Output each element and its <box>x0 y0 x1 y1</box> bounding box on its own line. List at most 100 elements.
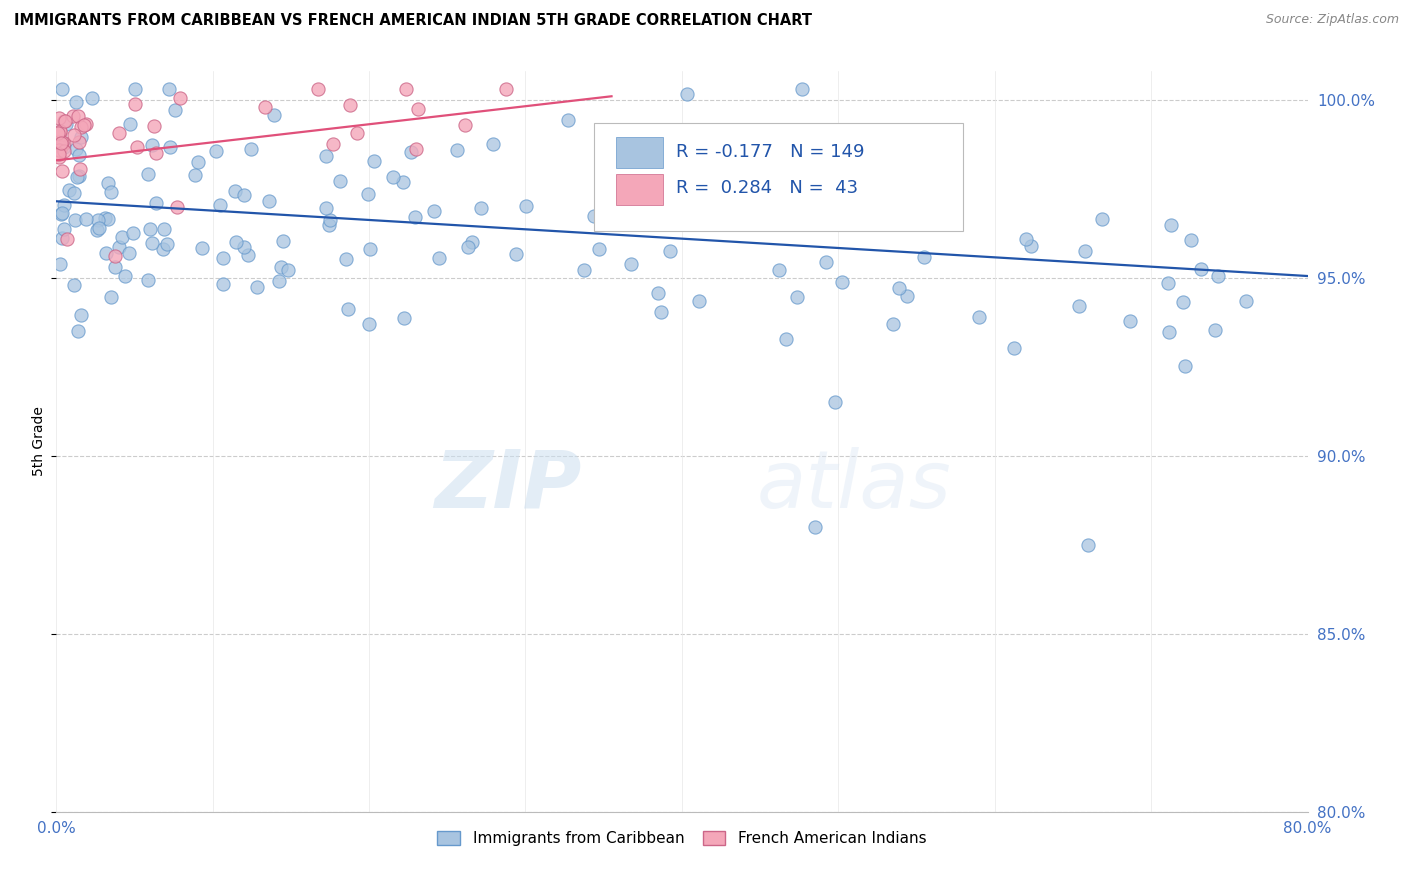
Point <box>357 318 380 332</box>
Point <box>118 246 141 260</box>
Point <box>427 251 450 265</box>
Point <box>225 235 247 249</box>
Point <box>446 144 468 158</box>
Point <box>97 176 120 190</box>
Point <box>270 260 292 274</box>
FancyBboxPatch shape <box>616 174 664 204</box>
Point <box>912 250 935 264</box>
Point <box>67 148 90 162</box>
Point <box>315 201 337 215</box>
Point <box>94 211 117 226</box>
Point <box>153 222 176 236</box>
Point <box>339 98 361 112</box>
Point <box>319 212 342 227</box>
Point <box>114 268 136 283</box>
Point <box>52 198 75 212</box>
Point <box>322 136 344 151</box>
Point <box>191 241 214 255</box>
Point <box>399 145 422 159</box>
Point <box>97 212 120 227</box>
Point <box>967 310 990 324</box>
Point <box>156 237 179 252</box>
Point <box>1002 342 1025 356</box>
Y-axis label: 5th Grade: 5th Grade <box>32 407 46 476</box>
Point <box>1074 244 1097 259</box>
Point <box>65 213 87 227</box>
Point <box>1077 538 1099 552</box>
Text: Source: ZipAtlas.com: Source: ZipAtlas.com <box>1265 13 1399 27</box>
Point <box>211 252 233 266</box>
Point <box>318 218 340 232</box>
Point <box>124 97 146 112</box>
Point <box>49 257 72 271</box>
Point <box>1206 269 1229 284</box>
Point <box>52 145 75 159</box>
Point <box>208 198 231 212</box>
Legend: Immigrants from Caribbean, French American Indians: Immigrants from Caribbean, French Americ… <box>432 825 932 852</box>
Point <box>1091 211 1114 226</box>
Point <box>58 183 80 197</box>
Point <box>48 135 70 149</box>
Point <box>257 194 280 209</box>
Point <box>495 82 517 96</box>
Point <box>108 127 131 141</box>
Point <box>63 186 86 201</box>
Point <box>263 108 285 122</box>
Point <box>815 255 838 269</box>
Point <box>187 155 209 169</box>
Point <box>51 136 73 150</box>
Point <box>786 290 808 304</box>
Point <box>896 289 918 303</box>
Text: R =  0.284   N =  43: R = 0.284 N = 43 <box>676 178 858 196</box>
Point <box>75 212 97 227</box>
Point <box>688 293 710 308</box>
Point <box>423 203 446 218</box>
Point <box>1234 293 1257 308</box>
Point <box>792 186 814 200</box>
Point <box>650 305 672 319</box>
Point <box>381 169 404 184</box>
Point <box>62 128 84 143</box>
Point <box>1189 262 1212 277</box>
Text: R = -0.177   N = 149: R = -0.177 N = 149 <box>676 143 865 161</box>
Point <box>1159 325 1181 339</box>
Point <box>277 262 299 277</box>
Text: ZIP: ZIP <box>434 447 582 525</box>
Point <box>49 125 72 139</box>
Point <box>659 244 682 258</box>
Point <box>891 215 914 229</box>
Point <box>357 186 380 201</box>
Point <box>56 232 79 246</box>
Point <box>359 242 381 256</box>
Point <box>236 248 259 262</box>
Point <box>53 222 76 236</box>
Point <box>457 240 479 254</box>
Point <box>152 242 174 256</box>
Point <box>65 142 87 156</box>
Point <box>49 123 72 137</box>
Text: IMMIGRANTS FROM CARIBBEAN VS FRENCH AMERICAN INDIAN 5TH GRADE CORRELATION CHART: IMMIGRANTS FROM CARIBBEAN VS FRENCH AMER… <box>14 13 813 29</box>
Point <box>246 280 269 294</box>
FancyBboxPatch shape <box>595 123 963 230</box>
Point <box>69 161 91 176</box>
Point <box>159 140 181 154</box>
Point <box>804 520 827 534</box>
Point <box>406 102 429 116</box>
Point <box>620 257 643 271</box>
Point <box>125 140 148 154</box>
Point <box>51 82 73 96</box>
Point <box>55 114 77 128</box>
Point <box>52 136 75 151</box>
Point <box>232 240 254 254</box>
Point <box>224 184 246 198</box>
Point <box>598 205 620 219</box>
Point <box>48 112 70 126</box>
Point <box>315 149 337 163</box>
Point <box>404 210 426 224</box>
Point <box>205 144 228 158</box>
Point <box>48 147 70 161</box>
Point <box>1119 314 1142 328</box>
Point <box>51 164 73 178</box>
Point <box>111 229 134 244</box>
Point <box>454 119 477 133</box>
